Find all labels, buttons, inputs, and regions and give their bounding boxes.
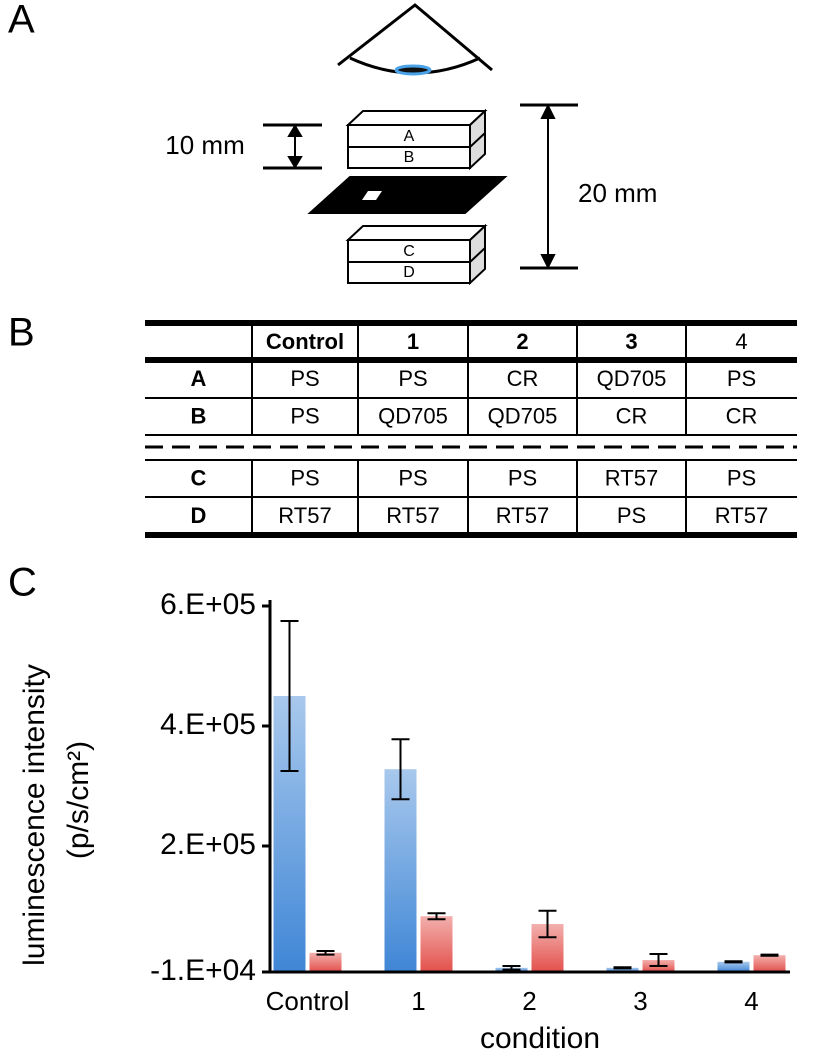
plate: [307, 176, 508, 214]
bar: [420, 916, 453, 972]
table-cell: RT57: [496, 503, 549, 528]
column-header: 3: [625, 329, 637, 354]
table-cell: PS: [727, 366, 756, 391]
bar: [606, 967, 639, 972]
x-tick-label: 1: [411, 986, 425, 1016]
table-cell: RT57: [386, 503, 439, 528]
x-tick-label: 4: [744, 986, 758, 1016]
panel-label: B: [8, 311, 35, 355]
error-bar: [760, 953, 779, 957]
table-cell: RT57: [278, 503, 331, 528]
table-cell: PS: [508, 465, 537, 490]
table: Control 1 2 3 4A PS PS CR QD705 PSB PS QD705 QD705 CR…: [145, 320, 797, 538]
layer-label: A: [404, 128, 415, 145]
x-tick-label: Control: [266, 986, 350, 1016]
layer-label: B: [404, 149, 415, 166]
error-bar: [280, 620, 299, 772]
dimension-label: 20 mm: [578, 178, 657, 208]
layer-label: D: [403, 264, 415, 281]
table-cell: CR: [726, 403, 758, 428]
error-bar: [391, 738, 410, 801]
x-tick-label: 3: [633, 986, 647, 1016]
table-cell: PS: [617, 503, 646, 528]
y-tick-label: 6.E+05: [160, 588, 256, 621]
dimension-label: 10 mm: [165, 130, 244, 160]
table-cell: QD705: [488, 403, 558, 428]
row-label: A: [191, 366, 207, 391]
column-header: Control: [266, 329, 344, 354]
bar: [309, 952, 342, 972]
bar: [384, 769, 417, 972]
error-bar: [502, 965, 521, 971]
y-tick-label: -1.E+04: [150, 954, 256, 987]
y-axis-label: luminescence intensity: [18, 664, 51, 966]
eye-outline: [337, 3, 493, 72]
error-bar: [538, 909, 557, 939]
table-cell: PS: [398, 465, 427, 490]
bottom-box: [345, 223, 488, 286]
row-label: C: [191, 465, 207, 490]
y-tick-label: 2.E+05: [160, 828, 256, 861]
row-label: D: [191, 503, 207, 528]
column-header: 2: [516, 329, 528, 354]
row-label: B: [191, 403, 207, 428]
error-bar: [724, 960, 743, 964]
y-axis-label: (p/s/cm²): [62, 741, 95, 859]
table-cell: RT57: [605, 465, 658, 490]
table-cell: QD705: [378, 403, 448, 428]
layer-label: C: [403, 243, 415, 260]
table-cell: CR: [507, 366, 539, 391]
pupil: [394, 64, 432, 76]
bar: [753, 955, 786, 972]
diagram: [263, 3, 578, 286]
window: [362, 191, 382, 200]
column-header: 4: [735, 329, 747, 354]
bar: [717, 961, 750, 972]
table-cell: CR: [616, 403, 648, 428]
table-cell: PS: [290, 366, 319, 391]
x-axis-label: condition: [480, 1022, 600, 1055]
x-tick-label: 2: [522, 986, 536, 1016]
error-bar: [613, 966, 632, 970]
table-cell: QD705: [597, 366, 667, 391]
error-bar: [649, 953, 668, 967]
error-bar: [316, 950, 335, 956]
table-cell: PS: [398, 366, 427, 391]
table-cell: RT57: [715, 503, 768, 528]
table-cell: PS: [727, 465, 756, 490]
table-cell: PS: [290, 403, 319, 428]
column-header: 1: [407, 329, 419, 354]
table-cell: PS: [290, 465, 319, 490]
top-box: [345, 108, 488, 171]
panel-label: A: [8, 0, 35, 42]
error-bar: [427, 912, 446, 921]
chart: -1.E+04 2.E+05 4.E+05 6.E+05 luminescence in…: [18, 588, 790, 1055]
y-tick-label: 4.E+05: [160, 708, 256, 741]
panel-label: C: [8, 561, 37, 605]
